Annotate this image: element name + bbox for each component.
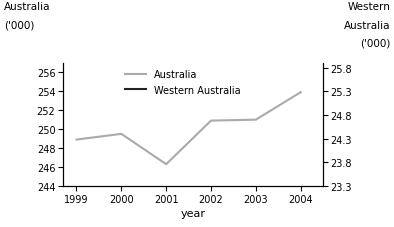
Text: Australia: Australia — [4, 2, 50, 12]
Text: Western: Western — [347, 2, 390, 12]
Australia — [164, 163, 169, 166]
Text: ('000): ('000) — [360, 39, 390, 49]
Legend: Australia, Western Australia: Australia, Western Australia — [125, 70, 241, 95]
Australia — [298, 91, 303, 94]
Text: ('000): ('000) — [4, 20, 34, 30]
Line: Australia: Australia — [76, 93, 301, 164]
Australia — [253, 119, 258, 121]
Text: Australia: Australia — [344, 20, 390, 30]
X-axis label: year: year — [180, 208, 206, 218]
Australia — [209, 120, 214, 122]
Australia — [74, 138, 79, 141]
Australia — [119, 133, 124, 136]
